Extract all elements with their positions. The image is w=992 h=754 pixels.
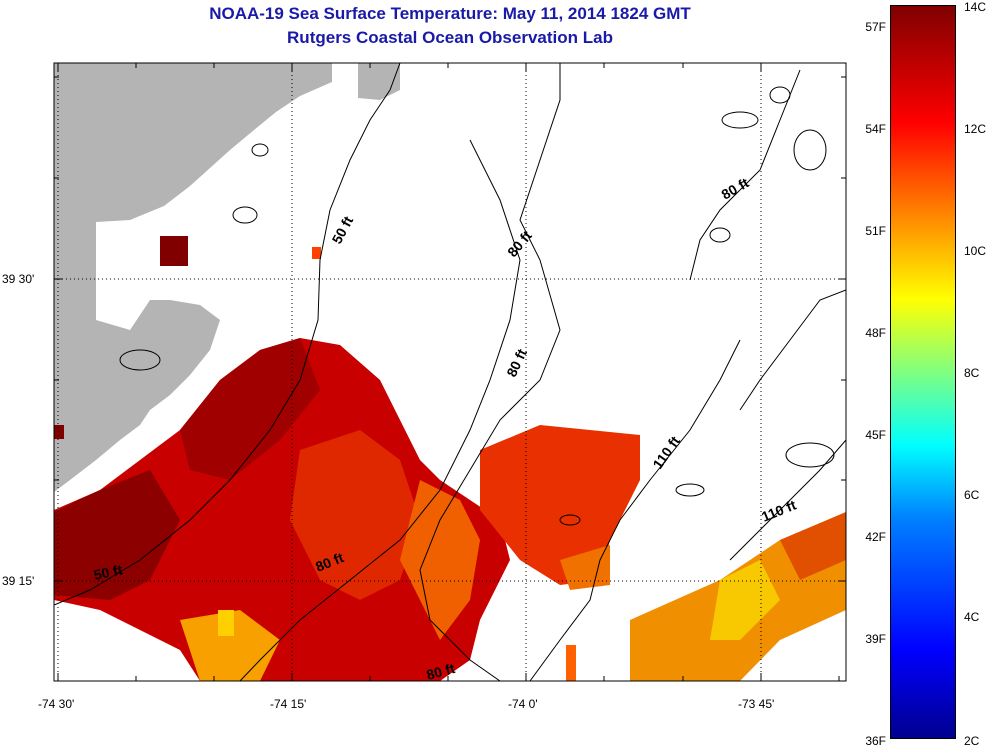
colorbar-c-label: 2C [964, 734, 980, 748]
y-tick-label: 39 15' [2, 574, 35, 588]
colorbar-f-label: 39F [865, 632, 886, 646]
x-tick-label: -74 30' [38, 697, 75, 711]
colorbar-c-label: 8C [964, 366, 980, 380]
sst-cells [54, 236, 846, 681]
contour-80ft-a [239, 139, 521, 681]
map-title: NOAA-19 Sea Surface Temperature: May 11,… [209, 4, 691, 23]
temperature-colorbar [890, 5, 956, 739]
graticule [54, 63, 846, 681]
x-tick-label: -73 45' [738, 697, 775, 711]
axis-ticks [54, 63, 846, 681]
colorbar-c-label: 4C [964, 610, 980, 624]
contour-110ft [529, 339, 741, 681]
x-tick-label: -74 0' [508, 697, 538, 711]
depth-contours [54, 63, 846, 681]
plot-frame [53, 62, 847, 682]
land-mask [54, 63, 332, 492]
colorbar-f-label: 54F [865, 122, 886, 136]
contour-label: 80 ft [425, 660, 457, 683]
colorbar-f-label: 51F [865, 224, 886, 238]
colorbar-f-label: 45F [865, 428, 886, 442]
contour-80ft-c [689, 69, 801, 281]
colorbar-c-label: 14C [964, 0, 987, 14]
y-tick-label: 39 30' [2, 272, 35, 286]
map-content [54, 63, 846, 681]
colorbar-f-label: 42F [865, 530, 886, 544]
contour-80ft-b [419, 63, 561, 681]
colorbar-c-label: 6C [964, 488, 980, 502]
colorbar-f-label: 57F [865, 20, 886, 34]
map-subtitle: Rutgers Coastal Ocean Observation Lab [287, 28, 613, 47]
colorbar-c-label: 12C [964, 122, 987, 136]
contour-label: 50 ft [92, 561, 124, 583]
contour-shelf [739, 289, 846, 411]
contour-50ft [54, 63, 401, 606]
x-tick-label: -74 15' [270, 697, 307, 711]
colorbar-f-label: 48F [865, 326, 886, 340]
contour-110ft-b [729, 439, 846, 561]
colorbar-c-label: 10C [964, 244, 987, 258]
colorbar-f-label: 36F [865, 734, 886, 748]
